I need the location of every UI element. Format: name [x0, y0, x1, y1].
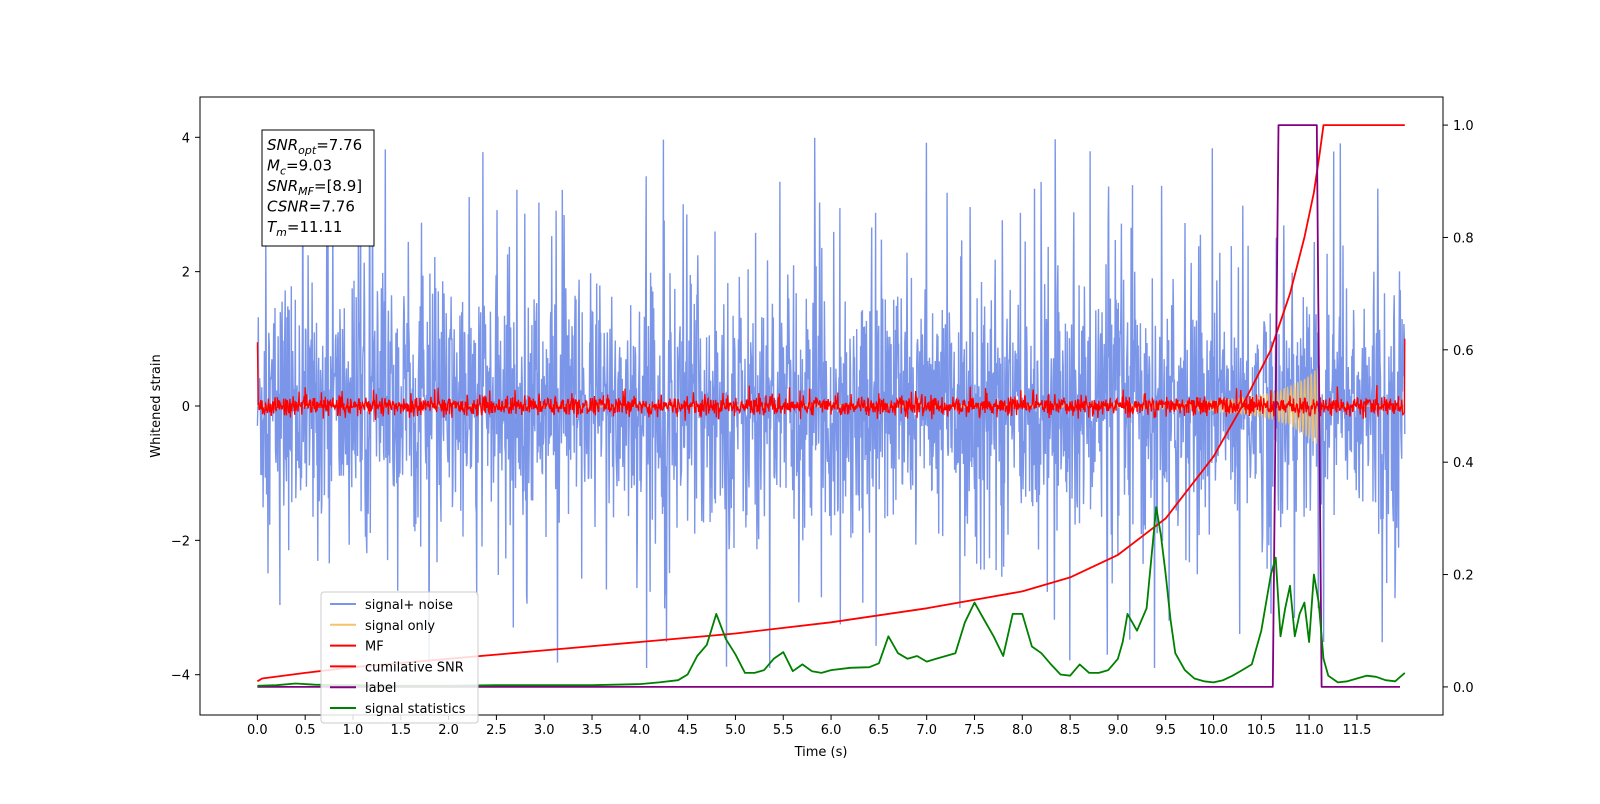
legend-label: label [365, 681, 396, 696]
x-tick-label: 9.5 [1155, 723, 1176, 738]
x-tick-label: 1.5 [390, 723, 411, 738]
x-tick-label: 1.0 [343, 723, 364, 738]
x-tick-label: 3.5 [582, 723, 603, 738]
x-tick-label: 5.0 [725, 723, 746, 738]
legend-label: signal+ noise [365, 598, 453, 613]
y-left-tick-label: 4 [182, 131, 190, 146]
x-tick-label: 2.0 [438, 723, 459, 738]
y-left-tick-label: 2 [182, 266, 190, 281]
x-tick-label: 5.5 [773, 723, 794, 738]
y-left-tick-label: 0 [182, 400, 190, 415]
y-right-tick-label: 0.2 [1453, 569, 1474, 584]
annotation-line: CSNR=7.76 [267, 198, 355, 216]
x-tick-label: 11.5 [1342, 723, 1371, 738]
signal-noise-line [256, 137, 1406, 669]
x-tick-label: 7.0 [916, 723, 937, 738]
x-tick-label: 4.5 [677, 723, 698, 738]
x-tick-label: 6.5 [869, 723, 890, 738]
legend-frame [320, 591, 479, 724]
y-axis-label: Whitened strain [149, 354, 164, 457]
signal-statistics-line [257, 506, 1406, 687]
legend-label: signal statistics [365, 702, 466, 717]
x-tick-label: 10.5 [1247, 723, 1276, 738]
y-axis-left: −4 −2 0 2 4 [171, 131, 200, 684]
y-right-tick-label: 0.8 [1453, 231, 1474, 246]
y-left-tick-label: −2 [171, 534, 190, 549]
legend-label: MF [365, 640, 384, 655]
x-tick-label: 7.5 [964, 723, 985, 738]
annotation-line: Mc=9.03 [267, 157, 332, 178]
mf-line [256, 338, 1406, 421]
annotation-line: SNRMF=[8.9] [267, 177, 362, 198]
x-tick-label: 0.0 [247, 723, 268, 738]
x-tick-label: 6.0 [821, 723, 842, 738]
y-right-tick-label: 1.0 [1453, 119, 1474, 134]
x-axis-label: Time (s) [794, 745, 848, 760]
x-tick-label: 9.0 [1108, 723, 1129, 738]
y-right-tick-label: 0.0 [1453, 681, 1474, 696]
x-tick-label: 0.5 [295, 723, 316, 738]
annotation-line: Tm=11.11 [267, 218, 342, 239]
x-tick-label: 3.0 [534, 723, 555, 738]
annotation-line: SNRopt=7.76 [267, 136, 362, 157]
y-left-tick-label: −4 [171, 669, 190, 684]
x-axis: 0.0 0.5 1.0 1.5 2.0 2.5 3.0 3.5 4.0 4.5 5.0 5.5 6.0 6… [247, 715, 1371, 738]
y-axis-right: 0.0 0.2 0.4 0.6 0.8 1.0 [1443, 119, 1474, 696]
x-tick-label: 8.5 [1060, 723, 1081, 738]
x-tick-label: 8.0 [1012, 723, 1033, 738]
legend-label: signal only [365, 619, 435, 634]
y-right-tick-label: 0.6 [1453, 344, 1474, 359]
label-line [257, 124, 1400, 688]
legend-label: cumilative SNR [365, 660, 464, 675]
x-tick-label: 11.0 [1295, 723, 1324, 738]
x-tick-label: 10.0 [1199, 723, 1228, 738]
annotation-frame [261, 129, 375, 247]
x-tick-label: 2.5 [486, 723, 507, 738]
legend: signal+ noise signal only MF cumilative SNR… [320, 591, 479, 724]
x-tick-label: 4.0 [629, 723, 650, 738]
y-right-tick-label: 0.4 [1453, 456, 1474, 471]
